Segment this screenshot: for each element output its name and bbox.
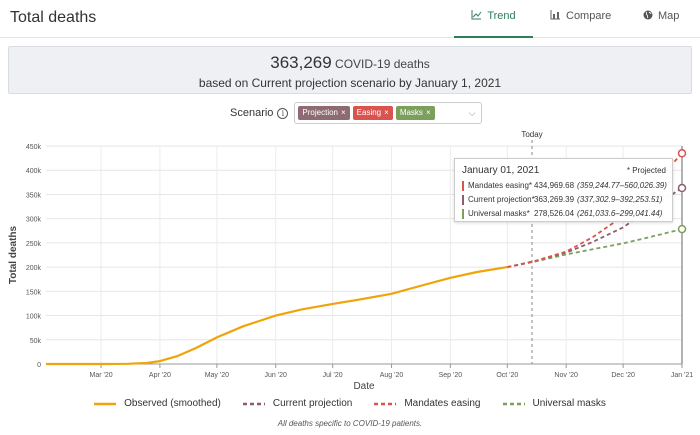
y-tick-label: 400k [26,168,42,175]
y-tick-label: 250k [26,241,42,248]
tab-label: Map [658,10,680,22]
y-tick-label: 350k [26,192,42,199]
y-axis-label: Total deaths [8,225,19,284]
series-color-swatch [462,180,464,191]
x-tick-label: Sep '20 [439,372,463,379]
tab-label: Compare [566,10,612,22]
legend-label: Current projection [272,398,353,409]
legend-label: Observed (smoothed) [124,398,221,409]
chip-projection[interactable]: Projection × [298,106,350,120]
series-endpoint-marker [677,149,687,158]
summary-unit: COVID-19 deaths [335,57,430,71]
summary-subtitle: based on Current projection scenario by … [198,76,502,90]
series-endpoints [677,149,687,234]
chip-easing[interactable]: Easing × [352,106,393,120]
x-axis-label: Date [353,381,375,392]
header-bar: Total deaths Trend Compare Map [0,0,700,38]
today-label: Today [521,130,542,139]
footnote: All deaths specific to COVID-19 patients… [277,419,423,428]
y-tick-label: 50k [30,338,42,345]
chip-label: Easing [356,108,382,117]
legend-item-universal-masks[interactable]: Universal masks [502,398,606,409]
tooltip-series-value: 363,269.39 [534,195,575,204]
x-tick-label: Apr '20 [149,372,171,379]
chart-tooltip: January 01, 2021 * Projected Mandates ea… [454,158,673,222]
tooltip-series-name: Mandates easing* [468,181,533,190]
scenario-multiselect[interactable]: Projection × Easing × Masks × ⌵ [294,102,483,124]
legend-swatch [374,402,397,405]
tab-label: Trend [487,10,516,22]
chip-remove-icon[interactable]: × [425,108,431,117]
tooltip-series-name: Current projection* [468,195,535,204]
summary-value: 363,269 [270,53,332,72]
tooltip-row-current: Current projection* 363,269.39 (337,302.… [462,194,662,205]
y-axis: 0 50k 100k 150k 200k 250k 300k 350k 400k 450k [26,144,42,369]
series-line-observed-smoothed- [46,266,508,366]
scenario-row: Scenario i Projection × Easing × Masks ×… [230,102,483,124]
x-tick-label: Nov '20 [554,372,578,379]
x-tick-label: Oct '20 [496,372,518,379]
x-tick-label: Mar '20 [89,372,112,379]
tooltip-series-ci: (337,302.9–392,253.51) [577,195,663,204]
tooltip-series-value: 278,526.04 [534,209,575,218]
tooltip-series-value: 434,969.68 [534,181,575,190]
tooltip-series-name: Universal masks* [468,209,530,218]
series-endpoint-marker [677,183,687,193]
tooltip-row-masks: Universal masks* 278,526.04 (261,033.6–2… [462,208,662,219]
y-tick-label: 0 [37,362,41,369]
deaths-trend-chart[interactable]: 0 50k 100k 150k 200k 250k 300k 350k 400k 450k Mar… [0,128,700,393]
tooltip-projected-note: * Projected [626,166,666,175]
summary-headline: 363,269 COVID-19 deaths [9,53,691,73]
series-endpoint-marker [677,224,687,234]
chip-remove-icon[interactable]: × [341,108,346,117]
y-tick-label: 450k [26,144,42,151]
legend-item-current-projection[interactable]: Current projection [242,398,353,409]
tooltip-row-easing: Mandates easing* 434,969.68 (359,244.77–… [462,180,667,191]
info-icon[interactable]: i [277,107,289,119]
page-title: Total deaths [10,9,97,26]
legend-label: Mandates easing [404,398,481,409]
x-tick-label: Aug '20 [380,372,404,379]
chip-remove-icon[interactable]: × [384,108,389,117]
chip-masks[interactable]: Masks × [395,106,435,120]
legend-swatch [94,402,117,405]
tab-map[interactable]: Map [643,10,679,38]
y-tick-label: 300k [26,217,42,224]
y-tick-label: 200k [26,265,42,272]
line-chart-icon [471,10,482,20]
series-line-mandates-easing [507,152,683,268]
tab-compare[interactable]: Compare [550,10,611,38]
bar-chart-icon [550,10,560,20]
tooltip-series-ci: (359,244.77–560,026.39) [577,181,667,190]
globe-icon [643,10,653,20]
legend-item-observed[interactable]: Observed (smoothed) [94,398,221,409]
series-line-universal-masks [507,228,683,268]
x-axis: Mar '20 Apr '20 May '20 Jun '20 Jul '20 Aug '… [89,364,693,379]
legend-swatch [502,402,525,405]
x-tick-label: Dec '20 [611,372,635,379]
legend-item-mandates-easing[interactable]: Mandates easing [374,398,481,409]
chevron-down-icon[interactable]: ⌵ [468,108,476,118]
tooltip-series-ci: (261,033.6–299,041.44) [577,209,663,218]
legend-swatch [242,402,265,405]
summary-panel: 363,269 COVID-19 deaths based on Current… [8,46,692,94]
chart-legend: Observed (smoothed) Current projection M… [0,398,700,409]
x-tick-label: Jan '21 [671,372,693,379]
chip-label: Projection [302,108,338,117]
tab-trend[interactable]: Trend [454,10,533,38]
series-color-swatch [462,208,464,219]
legend-label: Universal masks [532,398,606,409]
x-tick-label: Jun '20 [265,372,287,379]
y-tick-label: 150k [26,289,42,296]
chart-grid [46,145,683,365]
x-tick-label: May '20 [205,372,229,379]
series-color-swatch [462,194,464,205]
scenario-label: Scenario [230,107,274,119]
chip-label: Masks [399,108,423,117]
tooltip-date: January 01, 2021 [462,165,540,176]
y-tick-label: 100k [26,314,42,321]
x-tick-label: Jul '20 [323,372,343,379]
